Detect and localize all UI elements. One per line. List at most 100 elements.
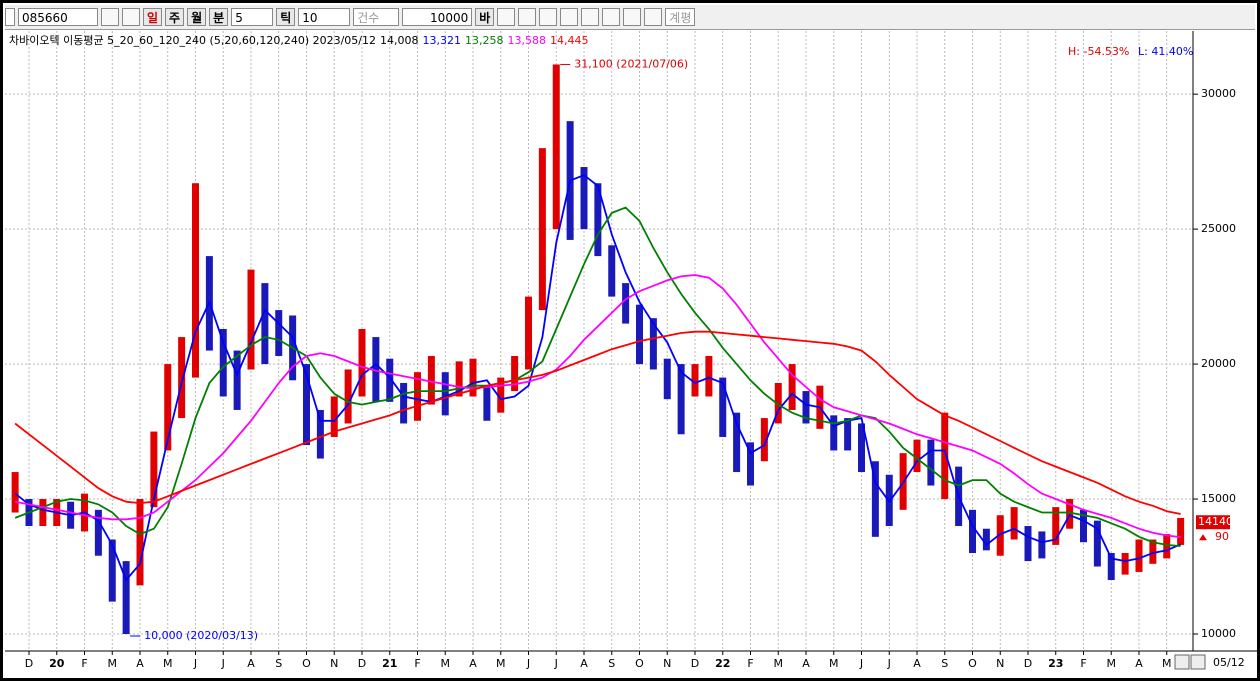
annotation: 31,100 (2021/07/06) bbox=[574, 57, 688, 70]
tool-button[interactable] bbox=[602, 8, 621, 26]
x-tick-label: N bbox=[996, 657, 1004, 670]
candle bbox=[136, 499, 144, 586]
tool-button[interactable] bbox=[518, 8, 537, 26]
candle bbox=[178, 337, 186, 419]
x-tick-label: A bbox=[580, 657, 588, 670]
candle bbox=[427, 355, 435, 405]
x-tick-label: M bbox=[1162, 657, 1172, 670]
minute-select[interactable]: 5 bbox=[231, 8, 274, 26]
candle bbox=[316, 409, 324, 459]
candle bbox=[580, 167, 588, 230]
candle bbox=[538, 148, 546, 311]
period-button[interactable]: 월 bbox=[187, 8, 207, 26]
candle bbox=[94, 509, 102, 556]
candle bbox=[1107, 553, 1115, 581]
candle bbox=[1010, 507, 1018, 540]
x-tick-label: A bbox=[913, 657, 921, 670]
ma-line bbox=[14, 206, 1181, 547]
x-tick-label: M bbox=[163, 657, 173, 670]
x-tick-label: 20 bbox=[49, 657, 65, 670]
candle bbox=[219, 328, 227, 397]
y-tick-label: 20000 bbox=[1201, 357, 1236, 370]
period-button[interactable]: 일 bbox=[143, 8, 163, 26]
last-change: 90 bbox=[1215, 530, 1229, 543]
candle bbox=[1177, 517, 1185, 545]
candle bbox=[677, 364, 685, 435]
x-tick-label: A bbox=[1135, 657, 1143, 670]
x-tick-label: J bbox=[526, 657, 530, 670]
info-line: 차바이오텍 이동평균 5_20_60_120_240 (5,20,60,120,… bbox=[9, 34, 589, 47]
count-mode[interactable]: 건수 bbox=[353, 8, 400, 26]
candle bbox=[303, 364, 310, 446]
extra-button[interactable]: 계평 bbox=[665, 8, 696, 26]
candle bbox=[192, 183, 199, 378]
candle bbox=[1135, 539, 1143, 572]
stock-code[interactable]: 085660 bbox=[18, 8, 98, 26]
search-button[interactable] bbox=[101, 8, 119, 26]
count-input[interactable]: 10000 bbox=[402, 8, 473, 26]
tool-button[interactable] bbox=[497, 8, 516, 26]
tick-button[interactable]: 틱 bbox=[276, 8, 296, 26]
x-tick-label: 21 bbox=[382, 657, 397, 670]
candle bbox=[996, 515, 1004, 556]
x-tick-label: 22 bbox=[715, 657, 730, 670]
info-prefix: 차바이오텍 이동평균 5_20_60_120_240 (5,20,60,120,… bbox=[9, 34, 376, 47]
x-tick-label: O bbox=[302, 657, 311, 670]
candle bbox=[372, 337, 380, 402]
x-tick-label: F bbox=[747, 657, 753, 670]
x-tick-label: F bbox=[81, 657, 87, 670]
x-tick-label: F bbox=[414, 657, 420, 670]
x-tick-label: A bbox=[136, 657, 144, 670]
ma-line bbox=[14, 330, 1181, 515]
candle bbox=[1080, 509, 1087, 543]
info-value: 13,258 bbox=[465, 34, 504, 47]
x-tick-label: D bbox=[358, 657, 366, 670]
period-button[interactable]: 분 bbox=[209, 8, 229, 26]
change-arrow bbox=[1199, 534, 1207, 541]
candle bbox=[483, 385, 491, 421]
candle bbox=[982, 528, 990, 551]
candle bbox=[1121, 553, 1129, 575]
candle bbox=[414, 372, 421, 421]
period-button[interactable]: 주 bbox=[165, 8, 185, 26]
tool-button[interactable] bbox=[539, 8, 558, 26]
candle bbox=[871, 461, 879, 537]
candle bbox=[497, 377, 505, 413]
count-unit: 바 bbox=[475, 8, 495, 26]
scroll-left[interactable] bbox=[5, 8, 15, 26]
candle bbox=[1093, 520, 1101, 567]
candle bbox=[330, 396, 338, 437]
tool-button[interactable] bbox=[644, 8, 663, 26]
search-button[interactable] bbox=[1190, 654, 1206, 670]
x-tick-label: S bbox=[275, 657, 282, 670]
x-tick-label: M bbox=[1107, 657, 1117, 670]
candle bbox=[1066, 499, 1074, 529]
candle bbox=[233, 350, 241, 410]
y-tick-label: 30000 bbox=[1201, 87, 1236, 100]
candle bbox=[247, 269, 255, 370]
tick-select[interactable]: 10 bbox=[298, 8, 351, 26]
x-tick-label: A bbox=[247, 657, 255, 670]
candle bbox=[511, 355, 519, 392]
candle bbox=[636, 304, 643, 365]
tool-button[interactable] bbox=[581, 8, 600, 26]
candle bbox=[441, 372, 449, 416]
candle bbox=[164, 364, 172, 451]
stock-button[interactable] bbox=[122, 8, 140, 26]
x-tick-label: D bbox=[691, 657, 699, 670]
tool-button[interactable] bbox=[623, 8, 642, 26]
x-tick-label: A bbox=[469, 657, 477, 670]
info-value: 14,008 bbox=[380, 34, 419, 47]
tool-button[interactable] bbox=[560, 8, 579, 26]
candle bbox=[108, 539, 116, 602]
y-tick-label: 25000 bbox=[1201, 222, 1236, 235]
candle bbox=[469, 358, 477, 397]
candle bbox=[844, 418, 852, 451]
zoom-button[interactable] bbox=[1174, 654, 1190, 670]
last-date: 05/12 bbox=[1213, 656, 1245, 669]
candle bbox=[969, 509, 976, 554]
high-ratio: H: -54.53% bbox=[1068, 45, 1129, 58]
candle bbox=[760, 418, 768, 462]
candle bbox=[649, 318, 657, 370]
candle bbox=[913, 439, 921, 473]
